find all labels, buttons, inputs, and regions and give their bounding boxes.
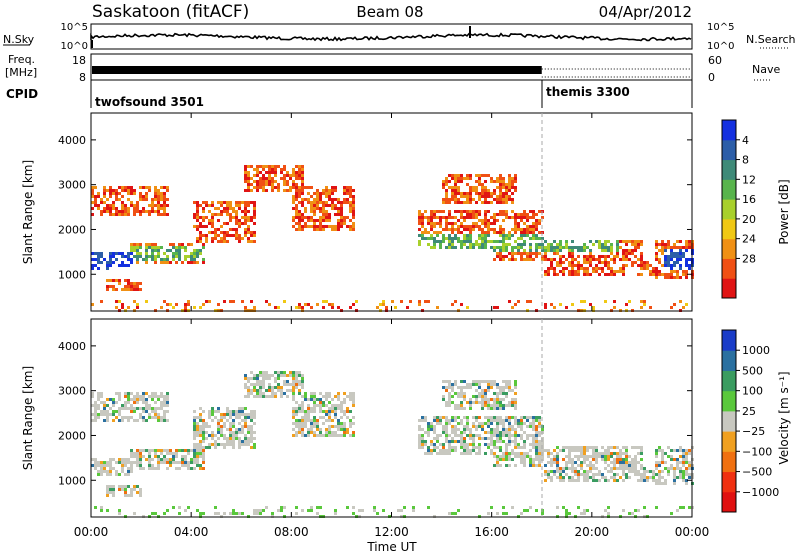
colorbar-tick: 28 (742, 252, 756, 265)
freq-unit: [MHz] (5, 66, 37, 79)
colorbar-swatch (722, 451, 736, 473)
nsky-tick-high: 10^5 (61, 22, 88, 33)
power-y-ticks: 1000 2000 3000 4000 (58, 134, 692, 281)
velocity-panel: 1000 2000 3000 4000 Slant Range [km] 1000 50… (21, 318, 791, 518)
nsearch-tick-high: 10^5 (707, 22, 734, 33)
colorbar-tick: −25 (742, 425, 765, 438)
freq-label: Freq. (8, 53, 35, 66)
x-tick-label: 04:00 (174, 525, 209, 539)
x-axis-label: Time UT (366, 540, 417, 554)
colorbar-swatch (722, 330, 736, 351)
nsky-tick-low: 10^0 (61, 41, 88, 52)
colorbar-swatch (722, 491, 736, 513)
cpid-label: CPID (6, 87, 38, 101)
velocity-ylabel: Slant Range [km] (21, 366, 35, 470)
colorbar-swatch (722, 139, 736, 161)
power-colorbar-label: Power [dB] (777, 179, 791, 244)
noise-panel: N.Sky 10^5 10^0 10^5 10^0 N.Search (3, 22, 796, 52)
freq-tick-high: 18 (72, 54, 86, 67)
colorbar-tick: 16 (742, 193, 756, 206)
x-tick-label: 16:00 (474, 525, 509, 539)
colorbar-swatch (722, 390, 736, 412)
x-tick-label: 08:00 (274, 525, 309, 539)
velocity-y-ticks: 1000 2000 3000 4000 (58, 340, 692, 487)
colorbar-swatch (722, 431, 736, 452)
x-tick-label: 12:00 (374, 525, 409, 539)
cpid-panel: CPID twofsound 3501 themis 3300 (6, 80, 693, 109)
y-tick-label: 4000 (58, 134, 86, 147)
nave-tick-low: 0 (708, 71, 715, 84)
colorbar-tick: 20 (742, 213, 756, 226)
colorbar-tick: −100 (742, 445, 772, 458)
colorbar-swatch (722, 258, 736, 279)
x-tick-label: 00:00 (74, 525, 109, 539)
colorbar-tick: 8 (742, 154, 749, 167)
colorbar-tick: −500 (742, 466, 772, 479)
y-tick-label: 1000 (58, 268, 86, 281)
colorbar-tick: 500 (742, 364, 763, 377)
y-tick-label: 3000 (58, 179, 86, 192)
power-panel: 1000 2000 3000 4000 Slant Range [km] 4 8 12 16… (21, 112, 791, 312)
cpid-mode-2: themis 3300 (546, 85, 630, 99)
colorbar-swatch (722, 410, 736, 432)
y-tick-label: 4000 (58, 340, 86, 353)
colorbar-tick: 4 (742, 134, 749, 147)
colorbar-swatch (722, 218, 736, 240)
x-tick-label: 20:00 (575, 525, 610, 539)
velocity-colorbar-label: Velocity [m s⁻¹] (777, 371, 791, 464)
power-colorbar: 4 8 12 16 20 24 28 (721, 119, 756, 299)
colorbar-tick: 25 (742, 405, 756, 418)
colorbar-tick: −1000 (742, 486, 779, 499)
beam-title: Beam 08 (356, 3, 423, 21)
colorbar-swatch (722, 159, 736, 180)
colorbar-swatch (722, 238, 736, 259)
time-axis: 00:00 04:00 08:00 12:00 16:00 20:00 00:00 (74, 113, 710, 539)
frequency-panel: Freq. [MHz] 18 8 60 0 Nave (5, 53, 780, 84)
colorbar-tick: 24 (742, 233, 756, 246)
colorbar-swatch (722, 179, 736, 200)
colorbar-swatch (722, 471, 736, 493)
nsearch-tick-low: 10^0 (707, 41, 734, 52)
freq-tick-low: 8 (79, 71, 86, 84)
colorbar-swatch (722, 370, 736, 392)
x-tick-label: 00:00 (675, 525, 710, 539)
y-tick-label: 2000 (58, 429, 86, 442)
colorbar-tick: 12 (742, 173, 756, 186)
y-tick-label: 3000 (58, 385, 86, 398)
colorbar-swatch (722, 199, 736, 220)
colorbar-swatch (722, 120, 736, 141)
station-title: Saskatoon (fitACF) (92, 2, 249, 22)
colorbar-swatch (722, 350, 736, 371)
date-title: 04/Apr/2012 (599, 3, 692, 21)
nsearch-label: N.Search (746, 33, 796, 46)
frequency-trace (92, 66, 691, 78)
power-ylabel: Slant Range [km] (21, 160, 35, 264)
power-heatmap (91, 165, 694, 312)
nave-label: Nave (752, 63, 780, 76)
nave-tick-high: 60 (708, 54, 722, 67)
colorbar-swatch (722, 278, 736, 299)
y-tick-label: 1000 (58, 474, 86, 487)
velocity-colorbar: 1000 500 100 25 −25 −100 −500 −1000 (721, 329, 779, 513)
noise-trace (90, 26, 692, 48)
y-tick-label: 2000 (58, 223, 86, 236)
colorbar-tick: 1000 (742, 344, 770, 357)
velocity-heatmap (91, 371, 694, 518)
cpid-mode-1: twofsound 3501 (95, 95, 204, 109)
nsky-label: N.Sky (3, 33, 35, 46)
colorbar-tick: 100 (742, 385, 763, 398)
